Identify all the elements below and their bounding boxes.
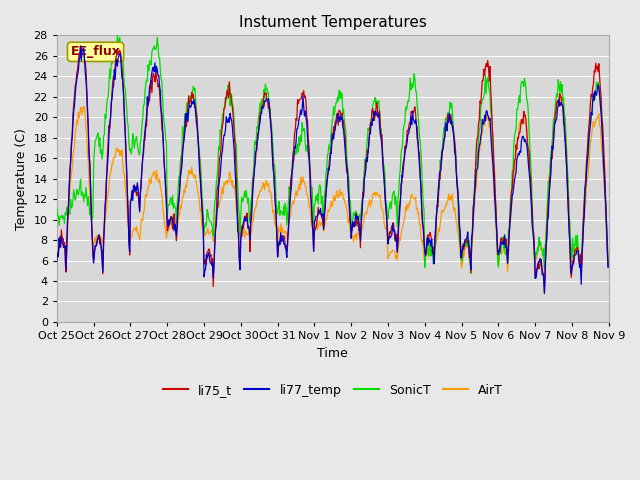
li77_temp — [417, 174, 424, 180]
SonicT — [177, 160, 184, 166]
Line: SonicT: SonicT — [57, 36, 608, 274]
SonicT — [63, 204, 70, 210]
Line: AirT: AirT — [57, 95, 608, 273]
SonicT — [467, 271, 475, 276]
Line: li75_t: li75_t — [57, 48, 608, 294]
li77_temp — [53, 258, 61, 264]
SonicT — [604, 263, 612, 268]
Title: Instument Temperatures: Instument Temperatures — [239, 15, 427, 30]
li77_temp — [400, 156, 408, 162]
AirT — [399, 220, 407, 226]
li75_t — [79, 46, 87, 51]
Y-axis label: Temperature (C): Temperature (C) — [15, 128, 28, 229]
li75_t — [177, 179, 184, 184]
Text: EE_flux: EE_flux — [70, 46, 120, 59]
AirT — [205, 229, 212, 235]
AirT — [604, 260, 612, 266]
X-axis label: Time: Time — [317, 347, 348, 360]
AirT — [577, 270, 585, 276]
Legend: li75_t, li77_temp, SonicT, AirT: li75_t, li77_temp, SonicT, AirT — [158, 379, 508, 402]
AirT — [53, 250, 61, 255]
li77_temp — [205, 255, 213, 261]
AirT — [175, 211, 183, 216]
li77_temp — [177, 173, 184, 179]
AirT — [556, 92, 564, 98]
li75_t — [63, 242, 70, 248]
li75_t — [541, 291, 548, 297]
SonicT — [120, 84, 128, 90]
SonicT — [417, 139, 424, 144]
li75_t — [417, 173, 424, 179]
li75_t — [53, 250, 61, 256]
Line: li77_temp: li77_temp — [57, 46, 608, 293]
li77_temp — [120, 113, 128, 119]
li75_t — [604, 264, 612, 270]
SonicT — [113, 33, 121, 38]
AirT — [120, 170, 127, 176]
AirT — [415, 222, 423, 228]
li75_t — [120, 108, 128, 113]
li75_t — [400, 157, 408, 163]
li77_temp — [541, 290, 548, 296]
AirT — [63, 238, 70, 243]
SonicT — [400, 122, 408, 128]
li77_temp — [77, 43, 84, 48]
li75_t — [205, 246, 213, 252]
li77_temp — [604, 264, 612, 270]
SonicT — [53, 206, 61, 212]
SonicT — [205, 218, 213, 224]
li77_temp — [63, 245, 70, 251]
